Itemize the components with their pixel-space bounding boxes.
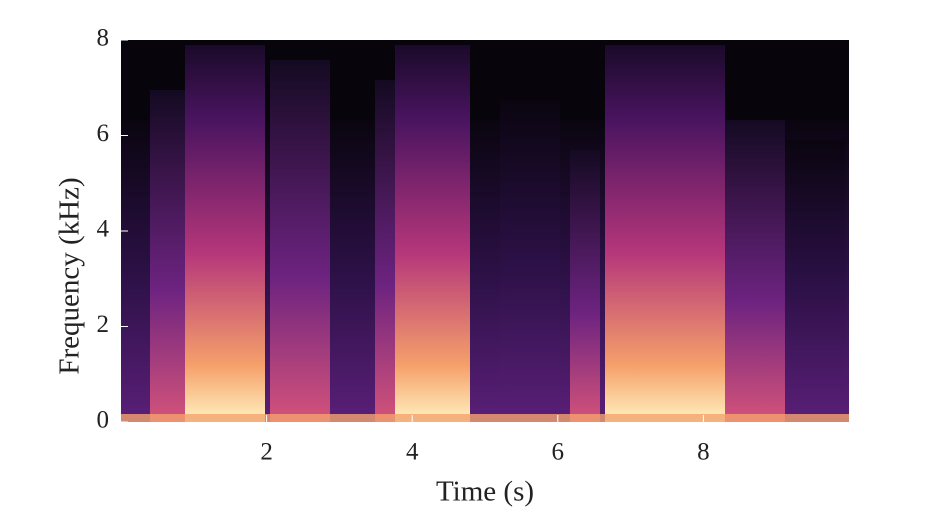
y-tick-label: 4 bbox=[97, 216, 110, 243]
y-tick-label: 2 bbox=[97, 311, 110, 338]
y-tick-label: 6 bbox=[97, 120, 110, 147]
y-axis-title: Frequency (kHz) bbox=[54, 177, 86, 374]
axes: 2 4 6 8 0 2 4 6 8 bbox=[97, 25, 710, 466]
x-tick-label: 6 bbox=[552, 439, 565, 466]
y-tick-label: 8 bbox=[97, 25, 110, 52]
x-tick-label: 8 bbox=[697, 439, 710, 466]
spectrogram-image bbox=[121, 40, 849, 422]
y-tick-label: 0 bbox=[97, 407, 110, 434]
x-axis-title: Time (s) bbox=[436, 476, 534, 508]
x-tick-label: 4 bbox=[406, 439, 419, 466]
x-tick-label: 2 bbox=[260, 439, 273, 466]
